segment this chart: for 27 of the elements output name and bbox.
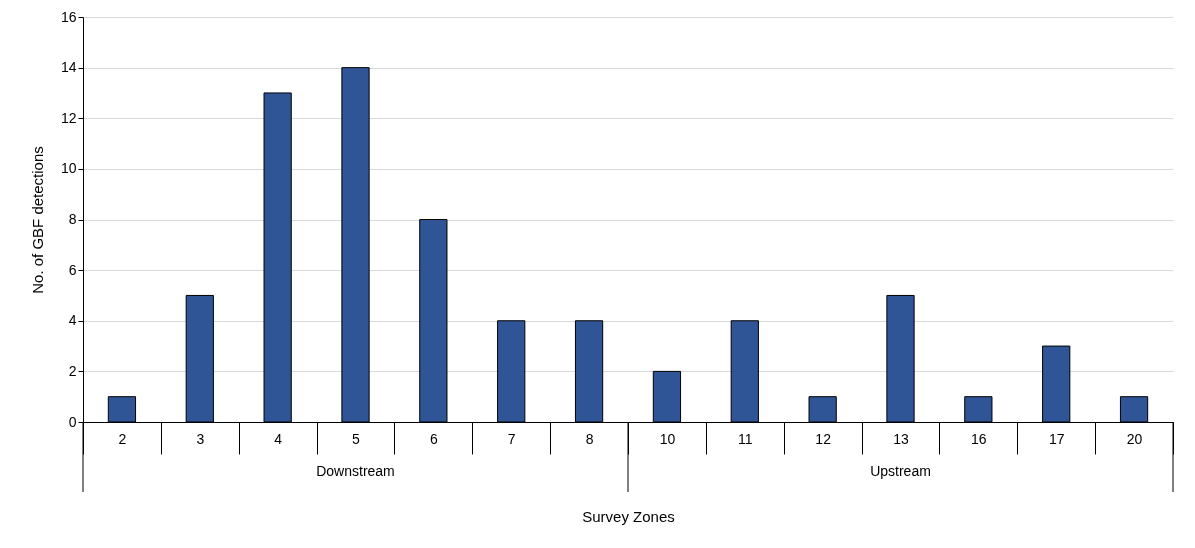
y-tick-label: 16: [60, 8, 77, 25]
text: Upstream: [870, 463, 931, 479]
x-tick-label: 2: [118, 430, 127, 447]
x-tick-label: 20: [1126, 430, 1143, 447]
x-tick-label: 17: [1048, 430, 1065, 447]
x-tick-label: 12: [815, 430, 832, 447]
x-tick-label: 3: [196, 430, 205, 447]
x-tick-label: 7: [507, 430, 516, 447]
x-tick-label: 13: [893, 430, 909, 447]
x-tick-label: 4: [274, 430, 283, 447]
y-tick-label: 12: [60, 109, 77, 126]
y-tick-label: 0: [68, 413, 77, 430]
x-tick-label: 8: [585, 430, 594, 447]
y-tick-label: 4: [68, 312, 77, 329]
y-tick-label: 14: [60, 59, 77, 76]
x-tick-label: 11: [738, 430, 753, 447]
x-axis-title: Survey Zones: [582, 508, 675, 525]
x-tick-label: 10: [659, 430, 676, 447]
y-tick-label: 8: [68, 211, 77, 227]
x-tick-label: 6: [429, 430, 438, 447]
y-tick-label: 6: [68, 261, 77, 278]
x-tick-label: 16: [971, 430, 987, 447]
y-tick-label: 2: [68, 362, 77, 379]
y-tick-label: 10: [60, 160, 77, 177]
text: Downstream: [316, 463, 395, 479]
x-tick-label: 5: [352, 430, 361, 447]
y-axis-title: No. of GBF detections: [28, 146, 46, 294]
